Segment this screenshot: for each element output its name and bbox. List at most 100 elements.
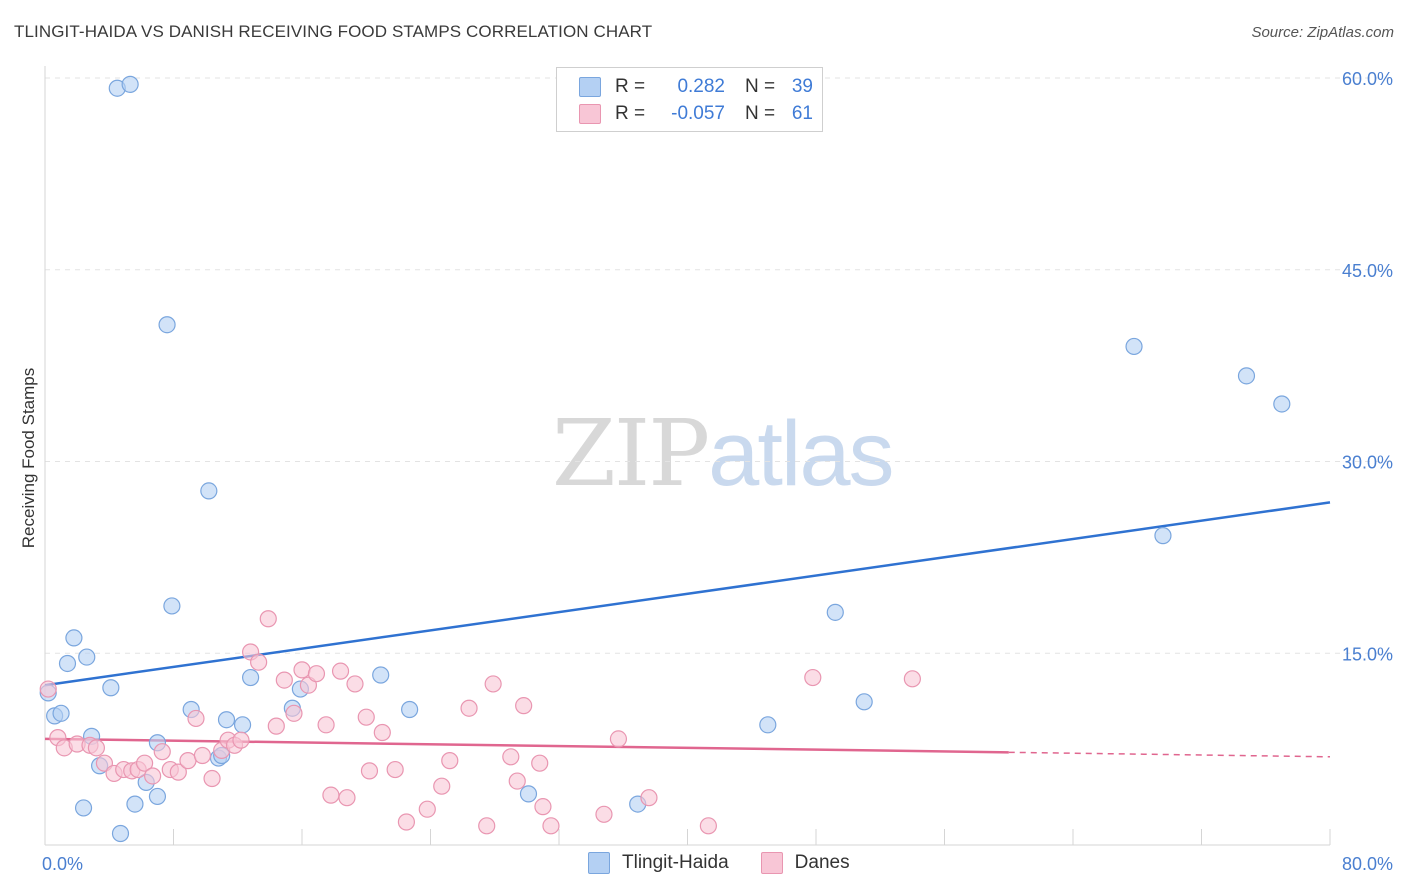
point-danes[interactable] [285, 704, 303, 722]
point-tlingit-haida[interactable] [102, 679, 120, 697]
legend-label-tlingit-haida: Tlingit-Haida [622, 852, 729, 873]
point-danes[interactable] [267, 717, 285, 735]
legend-r-value: -0.057 [671, 103, 725, 124]
point-danes[interactable] [338, 789, 356, 807]
point-danes[interactable] [250, 653, 268, 671]
point-tlingit-haida[interactable] [1125, 337, 1143, 356]
point-danes[interactable] [275, 671, 293, 689]
trend-line-extension [1008, 751, 1331, 758]
point-tlingit-haida[interactable] [148, 787, 167, 806]
point-tlingit-haida[interactable] [233, 716, 252, 734]
point-danes[interactable] [484, 675, 502, 693]
legend-item-danes[interactable]: Danes [760, 852, 850, 874]
point-tlingit-haida[interactable] [52, 704, 70, 722]
point-danes[interactable] [386, 760, 404, 779]
watermark: ZIPatlas [552, 400, 895, 507]
source-label: Source: ZipAtlas.com [1251, 24, 1394, 41]
point-tlingit-haida[interactable] [855, 693, 873, 711]
legend-label-danes: Danes [794, 852, 850, 873]
point-tlingit-haida[interactable] [158, 316, 176, 334]
point-danes[interactable] [508, 772, 526, 790]
legend-swatch-danes-bottom [760, 852, 783, 874]
point-danes[interactable] [515, 697, 533, 715]
point-danes[interactable] [144, 767, 162, 785]
point-danes[interactable] [542, 817, 560, 835]
point-tlingit-haida[interactable] [759, 716, 777, 734]
point-danes[interactable] [502, 748, 520, 766]
y-tick-label: 45.0% [1342, 261, 1393, 281]
point-danes[interactable] [609, 730, 628, 748]
point-tlingit-haida[interactable] [65, 629, 83, 647]
watermark-atlas: atlas [708, 403, 894, 505]
legend-item-tlingit-haida[interactable]: Tlingit-Haida [588, 852, 729, 874]
y-axis-label: Receiving Food Stamps [19, 368, 38, 548]
point-danes[interactable] [232, 731, 250, 749]
series-legend: Tlingit-Haida Danes [588, 852, 882, 874]
point-danes[interactable] [531, 754, 549, 772]
chart-title: TLINGIT-HAIDA VS DANISH RECEIVING FOOD S… [14, 22, 653, 41]
point-danes[interactable] [357, 708, 375, 726]
point-danes[interactable] [135, 754, 154, 772]
legend-row-danes: R = -0.057 N = 61 [579, 101, 813, 127]
legend-r-value: 0.282 [677, 76, 725, 97]
point-tlingit-haida[interactable] [126, 795, 144, 813]
trend-line-tlingit-haida [44, 501, 1331, 687]
point-tlingit-haida[interactable] [1154, 527, 1172, 545]
y-tick-label: 15.0% [1342, 644, 1393, 664]
grid-lines [45, 77, 1392, 654]
point-danes[interactable] [534, 798, 552, 816]
point-danes[interactable] [699, 817, 717, 835]
legend-swatch-tlingit [579, 77, 601, 97]
point-tlingit-haida[interactable] [200, 482, 218, 500]
point-danes[interactable] [346, 675, 364, 693]
point-tlingit-haida[interactable] [217, 711, 236, 729]
point-danes[interactable] [317, 716, 335, 734]
legend-swatch-danes [579, 104, 601, 124]
data-points [39, 75, 1291, 843]
axes [44, 66, 1331, 846]
watermark-zip: ZIP [552, 400, 710, 507]
point-danes[interactable] [418, 800, 436, 818]
point-danes[interactable] [373, 723, 391, 742]
point-tlingit-haida[interactable] [74, 799, 93, 817]
point-danes[interactable] [478, 817, 496, 835]
point-danes[interactable] [203, 769, 221, 788]
point-danes[interactable] [322, 786, 340, 804]
point-tlingit-haida[interactable] [78, 648, 96, 666]
point-danes[interactable] [460, 699, 478, 717]
point-danes[interactable] [307, 665, 326, 683]
point-danes[interactable] [187, 709, 205, 728]
point-danes[interactable] [193, 746, 212, 765]
point-danes[interactable] [259, 610, 277, 628]
point-danes[interactable] [293, 661, 311, 679]
legend-r-label: R = [615, 76, 646, 97]
legend-n-label: N = [745, 103, 776, 124]
point-tlingit-haida[interactable] [121, 75, 139, 93]
point-tlingit-haida[interactable] [519, 785, 538, 803]
point-tlingit-haida[interactable] [1237, 367, 1256, 385]
point-danes[interactable] [595, 805, 613, 823]
point-tlingit-haida[interactable] [401, 700, 419, 719]
point-danes[interactable] [331, 662, 350, 680]
point-tlingit-haida[interactable] [58, 654, 77, 673]
point-danes[interactable] [360, 762, 379, 780]
point-tlingit-haida[interactable] [111, 824, 130, 843]
point-danes[interactable] [433, 777, 451, 795]
point-danes[interactable] [153, 743, 171, 761]
point-tlingit-haida[interactable] [372, 666, 390, 684]
point-danes[interactable] [804, 668, 822, 687]
point-tlingit-haida[interactable] [826, 603, 844, 621]
point-tlingit-haida[interactable] [163, 597, 181, 615]
x-tick-label-min: 0.0% [42, 854, 83, 874]
point-danes[interactable] [87, 739, 106, 757]
point-danes[interactable] [903, 670, 921, 688]
point-danes[interactable] [441, 752, 459, 770]
point-tlingit-haida[interactable] [1273, 395, 1291, 413]
point-danes[interactable] [39, 680, 57, 698]
point-danes[interactable] [179, 752, 197, 770]
point-danes[interactable] [169, 763, 187, 781]
point-danes[interactable] [640, 789, 658, 807]
point-tlingit-haida[interactable] [242, 668, 260, 687]
point-danes[interactable] [397, 813, 416, 831]
